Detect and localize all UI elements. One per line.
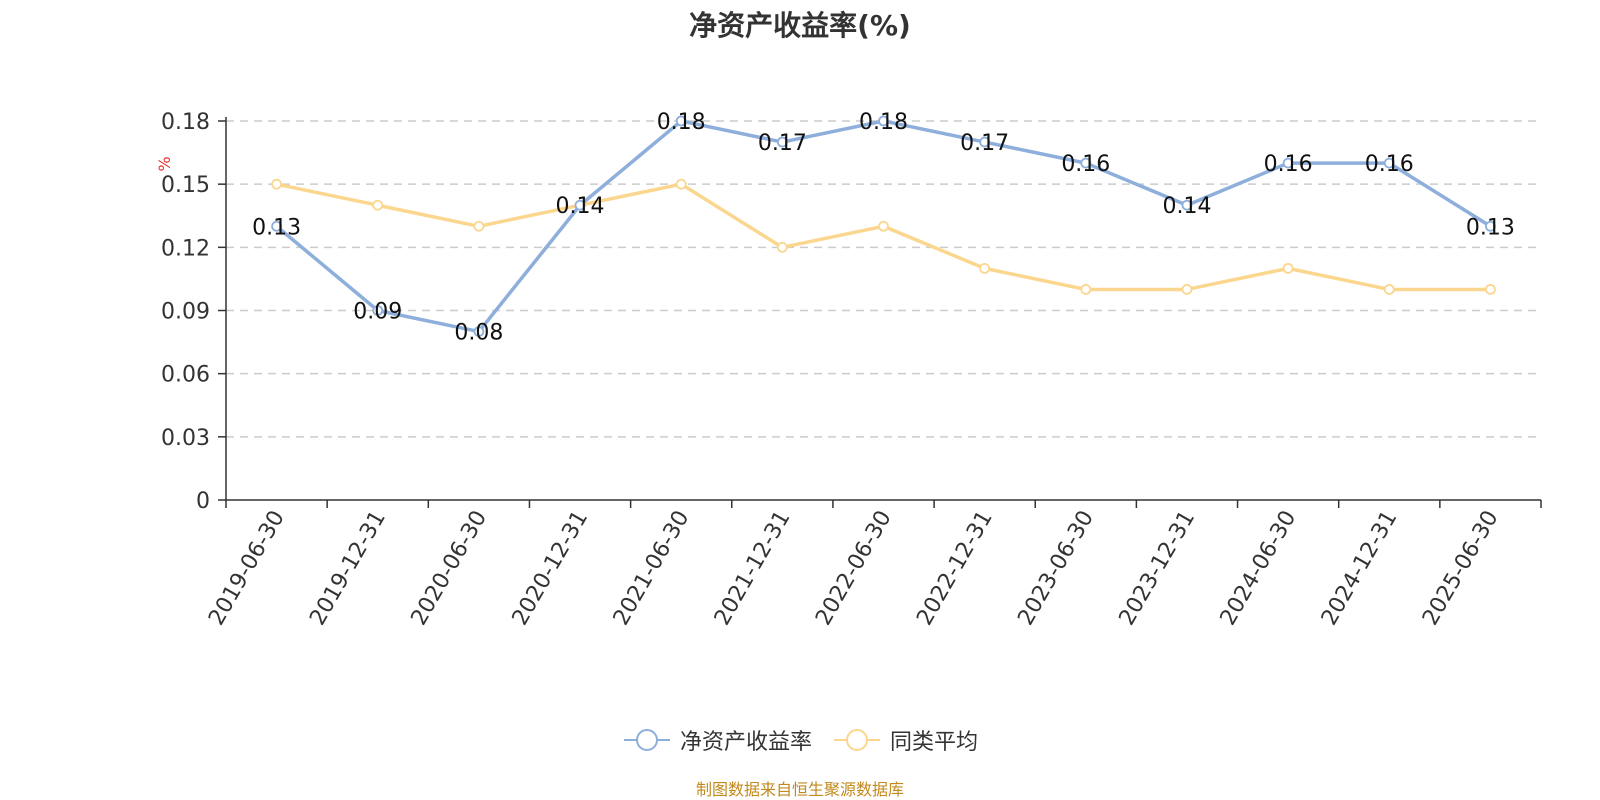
series-2-point [1485, 284, 1496, 295]
series-2-point [271, 178, 282, 190]
series-1-point [878, 115, 889, 127]
y-tick-label: 0.03 [161, 426, 210, 451]
data-label: 0.18 [657, 110, 706, 135]
series-2-point [1383, 284, 1395, 295]
data-label: 0.14 [556, 194, 605, 219]
y-tick-label: 0.09 [161, 300, 210, 325]
legend-label: 净资产收益率 [679, 730, 812, 755]
data-label: 0.08 [454, 321, 503, 346]
x-tick-label: 2021-06-30 [609, 507, 695, 630]
series-2-point [675, 178, 687, 190]
data-label: 0.09 [353, 300, 402, 325]
series-1-point [675, 115, 687, 127]
series-line-2 [276, 182, 1491, 292]
x-tick-label: 2020-06-30 [407, 507, 493, 630]
series-2-point [1282, 262, 1294, 274]
legend-item-1[interactable]: 净资产收益率 [622, 724, 812, 756]
legend: 净资产收益率 同类平均 [0, 724, 1600, 756]
legend-item-2[interactable]: 同类平均 [832, 724, 978, 756]
source-note: 制图数据来自恒生聚源数据库 [695, 780, 904, 799]
data-label: 0.17 [758, 131, 807, 156]
series-2-point [878, 220, 889, 232]
x-tick-label: 2019-12-31 [305, 507, 391, 630]
data-label: 0.16 [1365, 152, 1414, 177]
series-2-point [776, 241, 788, 253]
x-tick-label: 2019-06-30 [204, 507, 290, 630]
data-label: 0.16 [1264, 152, 1313, 177]
y-tick-label: 0.12 [161, 236, 210, 261]
series-2-point [372, 199, 384, 211]
series-1-point [574, 199, 586, 211]
data-label: 0.17 [960, 131, 1009, 156]
series-2-point [1181, 284, 1193, 295]
series-1-point [1282, 157, 1294, 169]
legend-swatch-icon [834, 729, 880, 751]
x-tick-label: 2020-12-31 [508, 507, 594, 630]
x-tick-label: 2022-12-31 [912, 507, 998, 630]
series-1-point [271, 220, 282, 232]
series-1-point [1485, 220, 1496, 232]
legend-marker [846, 729, 868, 751]
series-1-point [372, 305, 384, 316]
y-tick-label: 0.15 [161, 173, 210, 198]
series-1-point [979, 136, 991, 148]
chart-title: 净资产收益率(%) [689, 9, 911, 42]
x-tick-label: 2021-12-31 [710, 507, 796, 630]
y-tick-label: 0 [196, 489, 210, 514]
y-tick-label: 0.06 [161, 363, 210, 388]
series-1-point [1383, 157, 1395, 169]
data-label: 0.18 [859, 110, 908, 135]
x-tick-label: 2022-06-30 [811, 507, 897, 630]
x-tick-label: 2023-12-31 [1115, 507, 1201, 630]
y-axis-unit-label: % [155, 156, 174, 171]
y-tick-label: 0.18 [161, 110, 210, 135]
x-tick-label: 2025-06-30 [1418, 507, 1504, 630]
series-1-point [776, 136, 788, 148]
x-tick-label: 2024-06-30 [1216, 507, 1302, 630]
legend-swatch-icon [623, 729, 670, 751]
series-1-point [1080, 157, 1092, 169]
legend-marker [635, 729, 658, 751]
x-tick-label: 2023-06-30 [1013, 507, 1099, 630]
series-1-point [1181, 199, 1193, 211]
data-label: 0.14 [1162, 194, 1211, 219]
series-2-point [1080, 284, 1092, 295]
x-tick-label: 2024-12-31 [1317, 507, 1403, 630]
legend-label: 同类平均 [890, 730, 979, 755]
series-2-point [473, 220, 485, 232]
data-label: 0.13 [1466, 215, 1515, 240]
data-label: 0.16 [1061, 152, 1110, 177]
data-label: 0.13 [252, 215, 301, 240]
series-2-point [979, 262, 991, 274]
series-1-point [473, 326, 485, 337]
